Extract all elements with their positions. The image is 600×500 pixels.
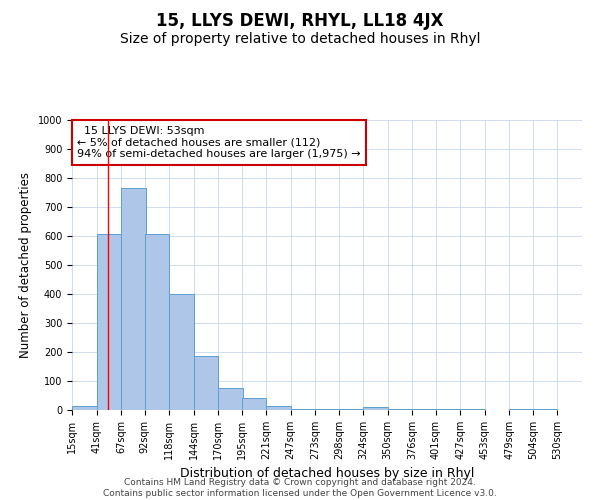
- Bar: [145, 234, 169, 410]
- Bar: [169, 294, 194, 410]
- Bar: [533, 408, 557, 410]
- Text: Size of property relative to detached houses in Rhyl: Size of property relative to detached ho…: [120, 32, 480, 46]
- Y-axis label: Number of detached properties: Number of detached properties: [19, 172, 32, 358]
- Bar: [97, 234, 121, 410]
- Bar: [315, 408, 340, 410]
- Bar: [242, 398, 266, 410]
- Bar: [121, 188, 146, 410]
- Text: 15, LLYS DEWI, RHYL, LL18 4JX: 15, LLYS DEWI, RHYL, LL18 4JX: [156, 12, 444, 30]
- Bar: [266, 406, 291, 410]
- Bar: [218, 388, 242, 410]
- Text: Contains HM Land Registry data © Crown copyright and database right 2024.
Contai: Contains HM Land Registry data © Crown c…: [103, 478, 497, 498]
- Bar: [291, 408, 315, 410]
- Bar: [72, 406, 97, 410]
- Bar: [194, 356, 218, 410]
- Bar: [363, 407, 388, 410]
- Text: 15 LLYS DEWI: 53sqm
← 5% of detached houses are smaller (112)
94% of semi-detach: 15 LLYS DEWI: 53sqm ← 5% of detached hou…: [77, 126, 361, 159]
- X-axis label: Distribution of detached houses by size in Rhyl: Distribution of detached houses by size …: [180, 468, 474, 480]
